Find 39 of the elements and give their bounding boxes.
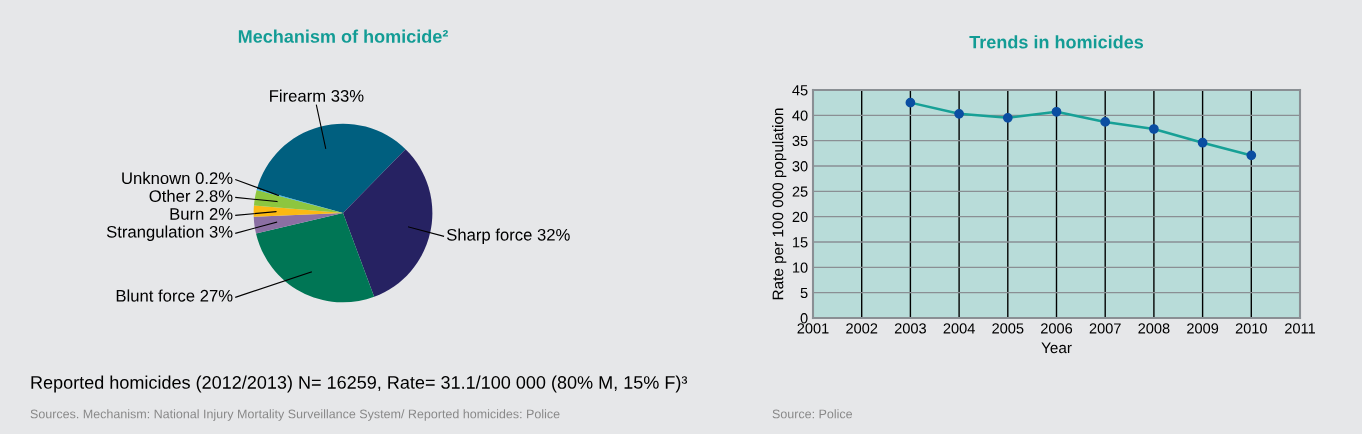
pie-slice (256, 123, 406, 213)
pie-slice (253, 213, 343, 234)
x-tick-label: 2005 (992, 323, 1024, 334)
source-note: Sources. Mechanism: National Injury Mortality Surveillance System/ Reported homicides: Police (30, 409, 560, 421)
x-tick-label: 2009 (1187, 323, 1219, 334)
x-axis-title: Year (1041, 342, 1072, 354)
pie-slice (255, 213, 375, 303)
x-tick-label: 2007 (1089, 323, 1121, 334)
text: Reported homicides (2012/2013) N= 16259, Rate= 31.1/100 000 (80% M, 15% F)³ (31, 375, 688, 393)
pie-slice (343, 149, 433, 297)
y-tick-label: 0 (800, 313, 808, 324)
y-tick-label: 35 (792, 135, 808, 147)
x-tick-label: 2006 (1041, 323, 1073, 334)
chart-title: Mechanism of homicide² (238, 29, 448, 43)
chart-title: Trends in homicides (969, 35, 1144, 49)
x-tick-label: 2001 (797, 323, 829, 334)
x-tick-label: 2003 (894, 323, 926, 334)
slice-label: Unknown 0.2% (122, 171, 233, 185)
slice-label: Blunt force 27% (116, 289, 233, 302)
x-tick-label: 2008 (1138, 323, 1170, 334)
x-tick-label: 2010 (1235, 323, 1267, 334)
slice-label: Other 2.8% (149, 189, 233, 202)
y-tick-label: 40 (792, 110, 808, 121)
slice-label: Strangulation 3% (106, 225, 233, 241)
y-tick-label: 10 (793, 262, 808, 273)
x-tick-label: 2011 (1285, 323, 1315, 334)
x-tick-label: 2002 (846, 323, 878, 334)
x-tick-label: 2004 (943, 323, 975, 334)
y-tick-label: 20 (792, 211, 808, 223)
y-tick-label: 45 (792, 85, 808, 96)
slice-label: Firearm 33% (270, 89, 364, 102)
y-tick-label: 15 (793, 237, 808, 248)
slice-label: Burn 2% (170, 208, 233, 220)
y-tick-label: 25 (792, 186, 808, 197)
slice-label: Sharp force 32% (446, 228, 570, 244)
y-tick-label: 5 (800, 287, 808, 299)
y-axis-title: Rate per 100 000 population (772, 108, 787, 300)
source-note: Source: Police (772, 409, 853, 419)
y-tick-label: 30 (792, 161, 808, 172)
